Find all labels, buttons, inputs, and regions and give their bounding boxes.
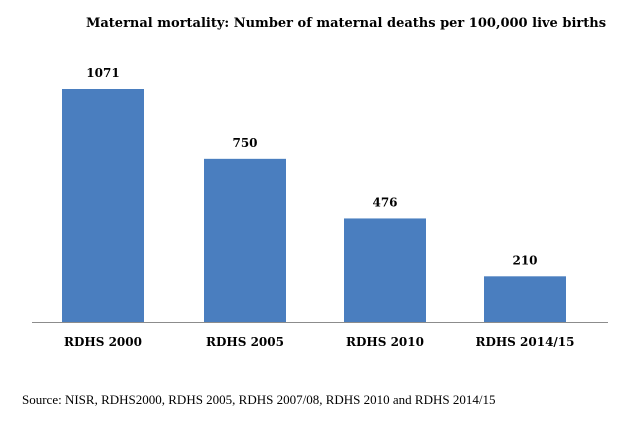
bar-2 [344, 218, 426, 322]
x-tick-label-2: RDHS 2010 [346, 335, 424, 349]
bar-3 [484, 276, 566, 322]
chart-title: Maternal mortality: Number of maternal d… [85, 16, 607, 31]
source-note: Source: NISR, RDHS2000, RDHS 2005, RDHS … [22, 392, 496, 407]
value-label-3: 210 [512, 253, 537, 267]
x-tick-labels-group: RDHS 2000 RDHS 2005 RDHS 2010 RDHS 2014/15 [64, 335, 575, 349]
x-tick-label-1: RDHS 2005 [206, 335, 284, 349]
x-tick-label-3: RDHS 2014/15 [475, 335, 574, 349]
x-tick-label-0: RDHS 2000 [64, 335, 142, 349]
bars-group [62, 89, 566, 322]
value-labels-group: 1071 750 476 210 [86, 66, 537, 267]
bar-0 [62, 89, 144, 322]
value-label-0: 1071 [86, 66, 119, 80]
value-label-1: 750 [232, 136, 257, 150]
value-label-2: 476 [372, 195, 397, 209]
bar-1 [204, 158, 286, 322]
